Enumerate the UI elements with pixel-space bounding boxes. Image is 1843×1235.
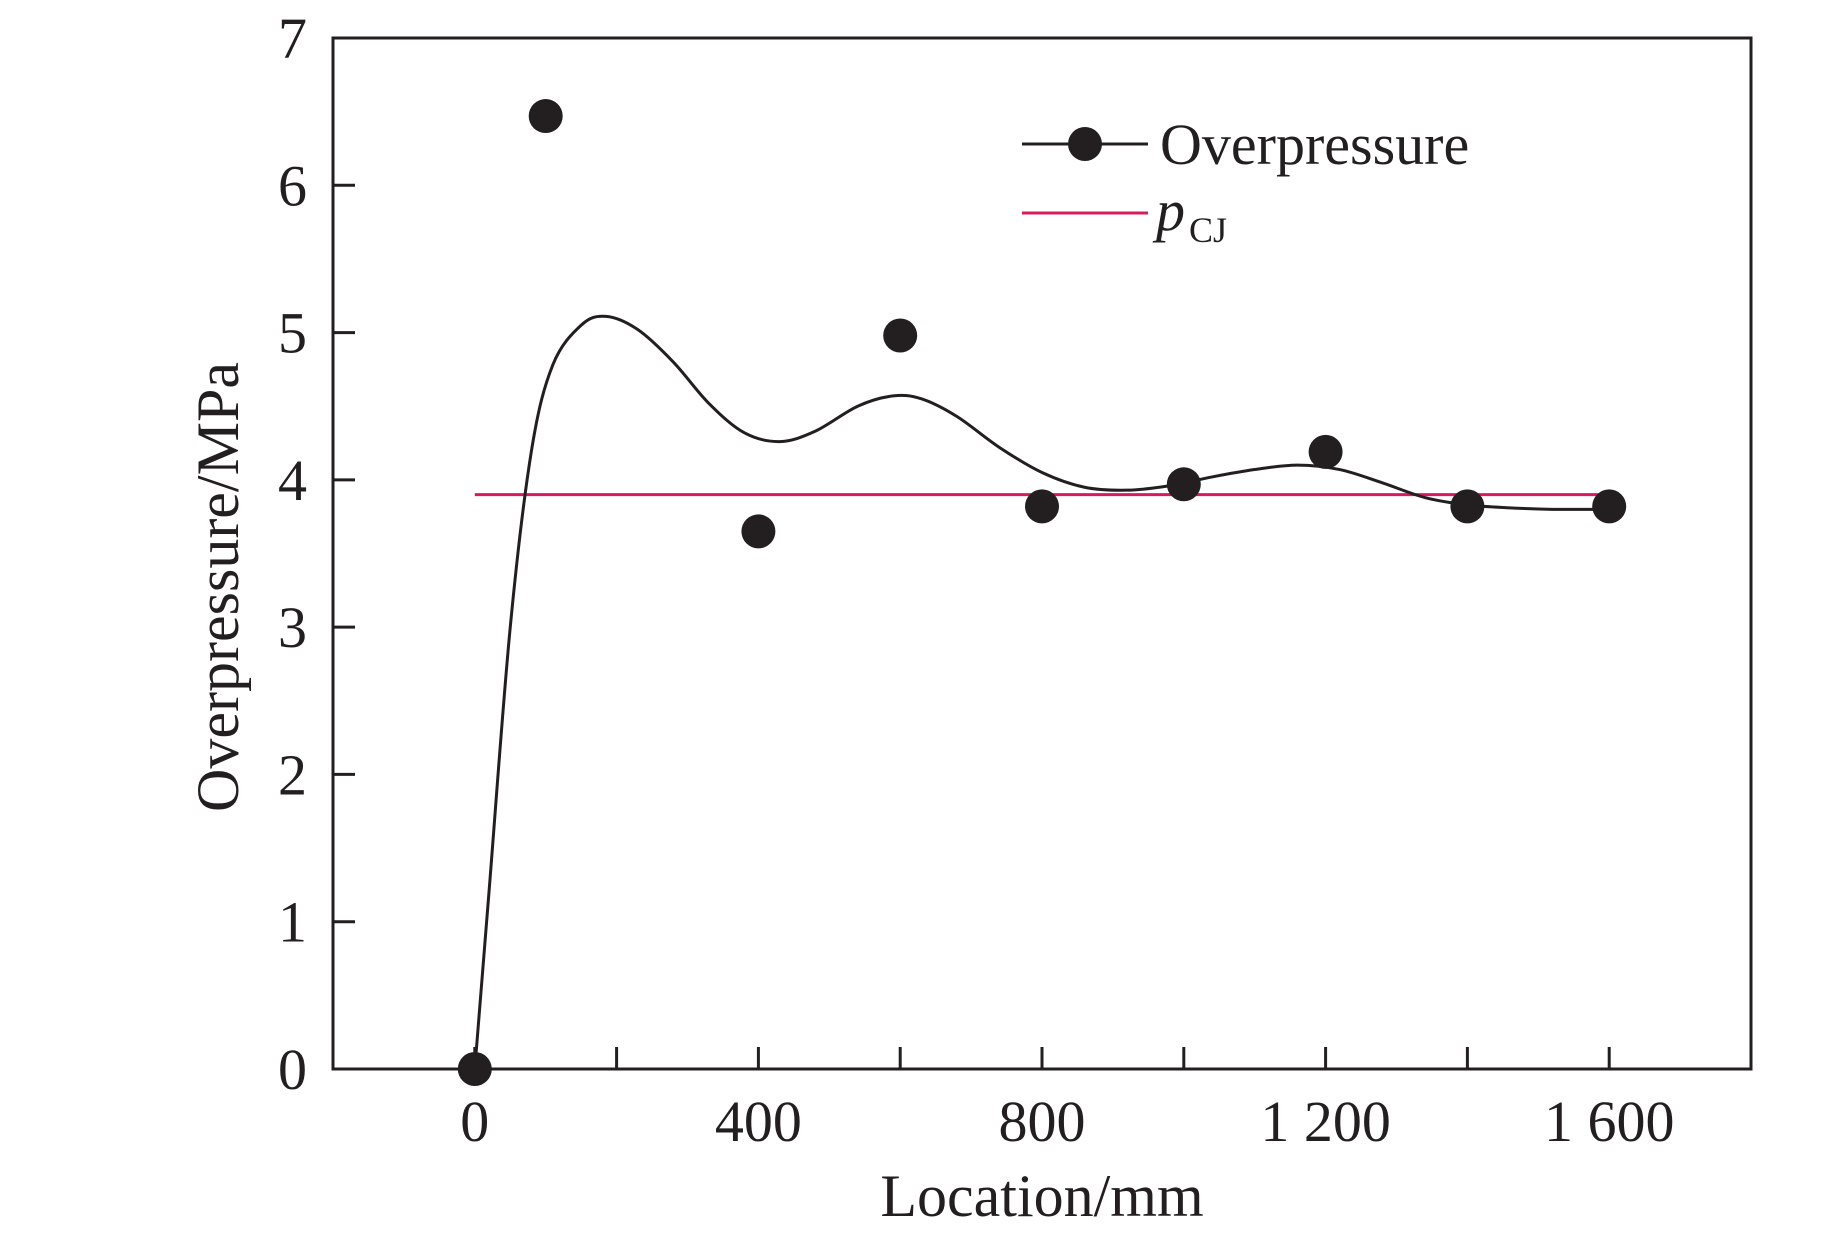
y-tick-label: 7 [278,6,307,71]
y-axis-title: Overpressure/MPa [185,362,251,812]
legend: Overpressure p CJ [1022,112,1469,250]
overpressure-point [1166,467,1201,502]
overpressure-point [528,99,563,134]
legend-pcj-label: p CJ [1152,178,1227,250]
overpressure-point [1450,489,1485,524]
plot-layer [457,99,1627,1086]
x-tick-label: 800 [999,1089,1086,1154]
x-tick-label: 1 600 [1544,1089,1675,1154]
legend-pcj-sub: CJ [1189,210,1227,250]
legend-overpressure-label: Overpressure [1160,112,1469,177]
x-tick-label: 0 [460,1089,489,1154]
axes-layer: 0 1 2 3 4 5 6 7 0 400 800 1 200 1 600 [278,6,1753,1154]
y-tick-label: 3 [278,595,307,660]
y-tick-label: 5 [278,301,307,366]
overpressure-point [1592,489,1627,524]
y-tick-label: 4 [278,448,307,513]
y-tick-label: 2 [278,742,307,807]
overpressure-point [883,318,918,353]
y-tick-label: 1 [278,890,307,955]
overpressure-point [1025,489,1059,524]
plot-frame [331,36,1753,1071]
x-tick-label: 1 200 [1260,1089,1391,1154]
overpressure-point [1308,434,1343,469]
x-tick-label: 400 [715,1089,802,1154]
overpressure-fit-curve [473,314,1610,1070]
overpressure-point [741,514,776,549]
y-tick-label: 0 [278,1037,307,1102]
y-tick-label: 6 [278,153,307,218]
legend-pcj-main: p [1152,178,1185,243]
x-axis-title: Location/mm [880,1163,1203,1229]
legend-overpressure-marker [1068,127,1102,161]
